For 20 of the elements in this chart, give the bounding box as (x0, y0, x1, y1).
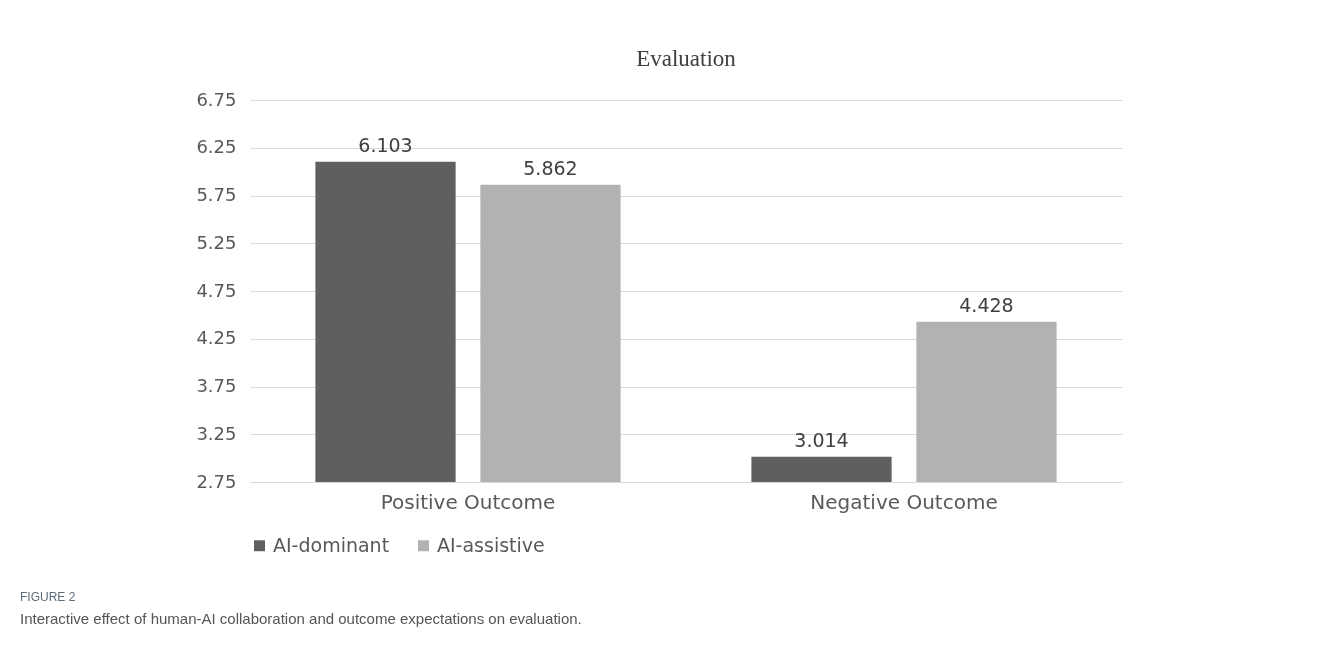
data-label: 6.103 (358, 133, 413, 156)
y-tick-label: 3.75 (196, 375, 237, 396)
legend-label: AI-assistive (437, 533, 545, 556)
y-tick-label: 5.75 (196, 184, 237, 205)
x-tick-label: Positive Outcome (380, 489, 556, 514)
x-tick-label: Negative Outcome (810, 489, 998, 514)
data-label: 5.862 (523, 156, 578, 179)
chart-title: Evaluation (636, 46, 737, 71)
y-tick-label: 4.75 (196, 279, 237, 301)
legend-label: AI-dominant (273, 533, 390, 556)
caption: FIGURE 2 (20, 590, 77, 604)
data-label: 3.014 (794, 428, 849, 451)
y-tick-label: 6.75 (196, 88, 237, 110)
y-tick-label: 4.25 (196, 327, 237, 349)
y-tick-label: 5.25 (196, 231, 237, 253)
y-tick-label: 6.25 (196, 136, 237, 158)
y-tick-label: 3.25 (196, 422, 237, 444)
y-tick-label: 2.75 (196, 470, 237, 492)
text: Interactive effect of human-AI collaboration and outcome expectations on evaluation. (20, 610, 582, 627)
data-label: 4.428 (959, 293, 1014, 316)
